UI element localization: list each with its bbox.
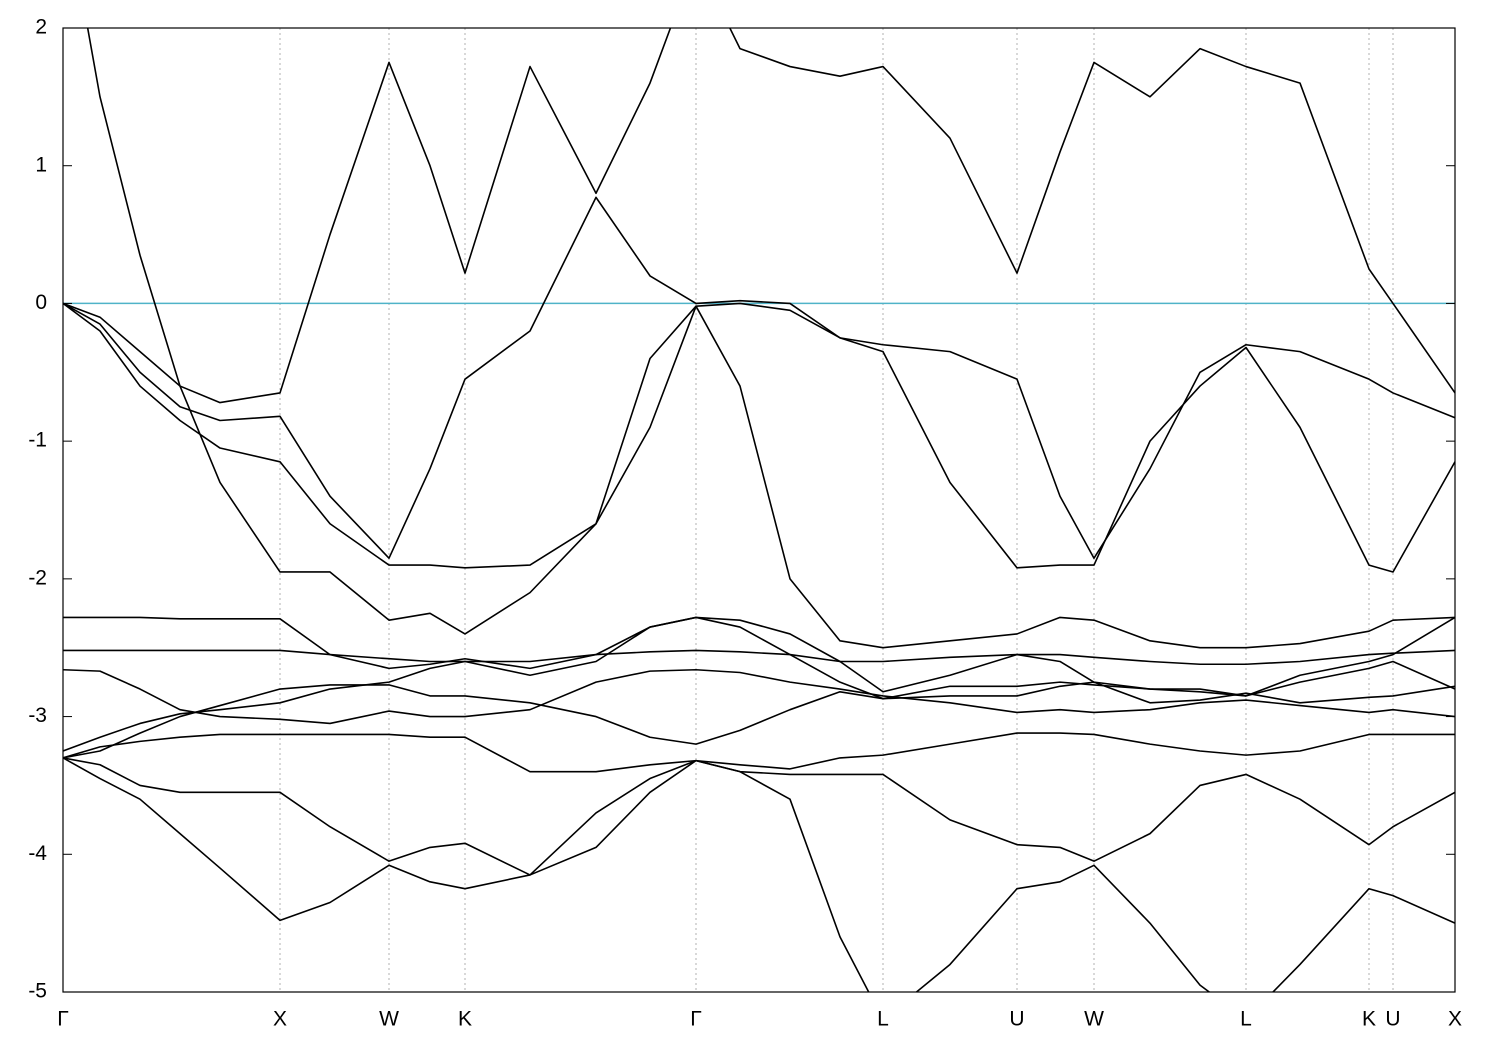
band-line	[63, 649, 1455, 666]
x-tick-label: Γ	[57, 1008, 69, 1031]
y-tick-label: -3	[28, 704, 47, 727]
x-tick-label: U	[1385, 1008, 1400, 1031]
x-tick-label: L	[1240, 1008, 1252, 1031]
y-tick-label: -1	[28, 429, 47, 452]
band-line	[63, 196, 1455, 559]
x-tick-label: K	[458, 1008, 472, 1031]
x-tick-label: L	[877, 1008, 889, 1031]
x-tick-label: W	[1084, 1008, 1104, 1031]
y-tick-label: -4	[28, 842, 47, 865]
band-line	[63, 616, 1455, 752]
x-tick-label: X	[1448, 1008, 1462, 1031]
x-tick-label: W	[379, 1008, 399, 1031]
band-line	[63, 616, 1455, 697]
x-tick-label: U	[1009, 1008, 1024, 1031]
plot-frame	[62, 27, 1456, 993]
grid	[62, 28, 1456, 992]
plot-area	[63, 28, 1455, 992]
y-tick-label: 1	[35, 153, 47, 176]
y-tick-label: 2	[35, 16, 47, 39]
x-tick-label: K	[1362, 1008, 1376, 1031]
band-line	[63, 757, 1455, 876]
band-line	[63, 28, 1455, 404]
y-tick-label: -5	[28, 980, 47, 1003]
axes: 210-1-2-3-4-5Γ X W K Γ L U W L K U X	[28, 16, 1462, 1031]
x-tick-label: Γ	[690, 1008, 702, 1031]
band-line	[63, 668, 1455, 725]
band-line	[63, 302, 1455, 573]
band-line	[86, 28, 1455, 649]
x-tick-label: X	[273, 1008, 287, 1031]
y-tick-label: 0	[35, 291, 47, 314]
y-tick-label: -2	[28, 566, 47, 589]
band-line	[63, 660, 1455, 759]
band-line	[63, 732, 1455, 773]
